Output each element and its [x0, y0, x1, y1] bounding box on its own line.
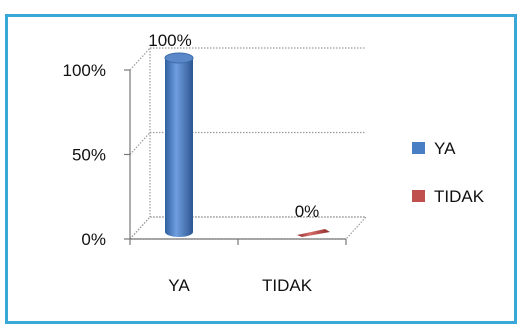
bar-ya [165, 58, 193, 237]
x-tick-label-ya: YA [168, 276, 190, 295]
legend-swatch-ya [412, 142, 425, 154]
y-tick-label-0: 0% [81, 230, 106, 249]
bar-ya-top [164, 52, 194, 64]
y-tick-label-1: 50% [72, 146, 106, 165]
gridline-depth-2 [129, 47, 151, 71]
gridline-depth-1 [129, 132, 151, 155]
chart-frame [5, 14, 517, 324]
data-label-ya: 100% [148, 31, 191, 50]
y-tick-label-2: 100% [63, 61, 106, 80]
data-label-tidak: 0% [295, 202, 320, 221]
bar-tidak [297, 229, 330, 237]
legend-label-tidak: TIDAK [434, 187, 485, 206]
x-tick-label-tidak: TIDAK [262, 276, 313, 295]
legend-label-ya: YA [434, 139, 456, 158]
legend-swatch-tidak [412, 190, 425, 202]
